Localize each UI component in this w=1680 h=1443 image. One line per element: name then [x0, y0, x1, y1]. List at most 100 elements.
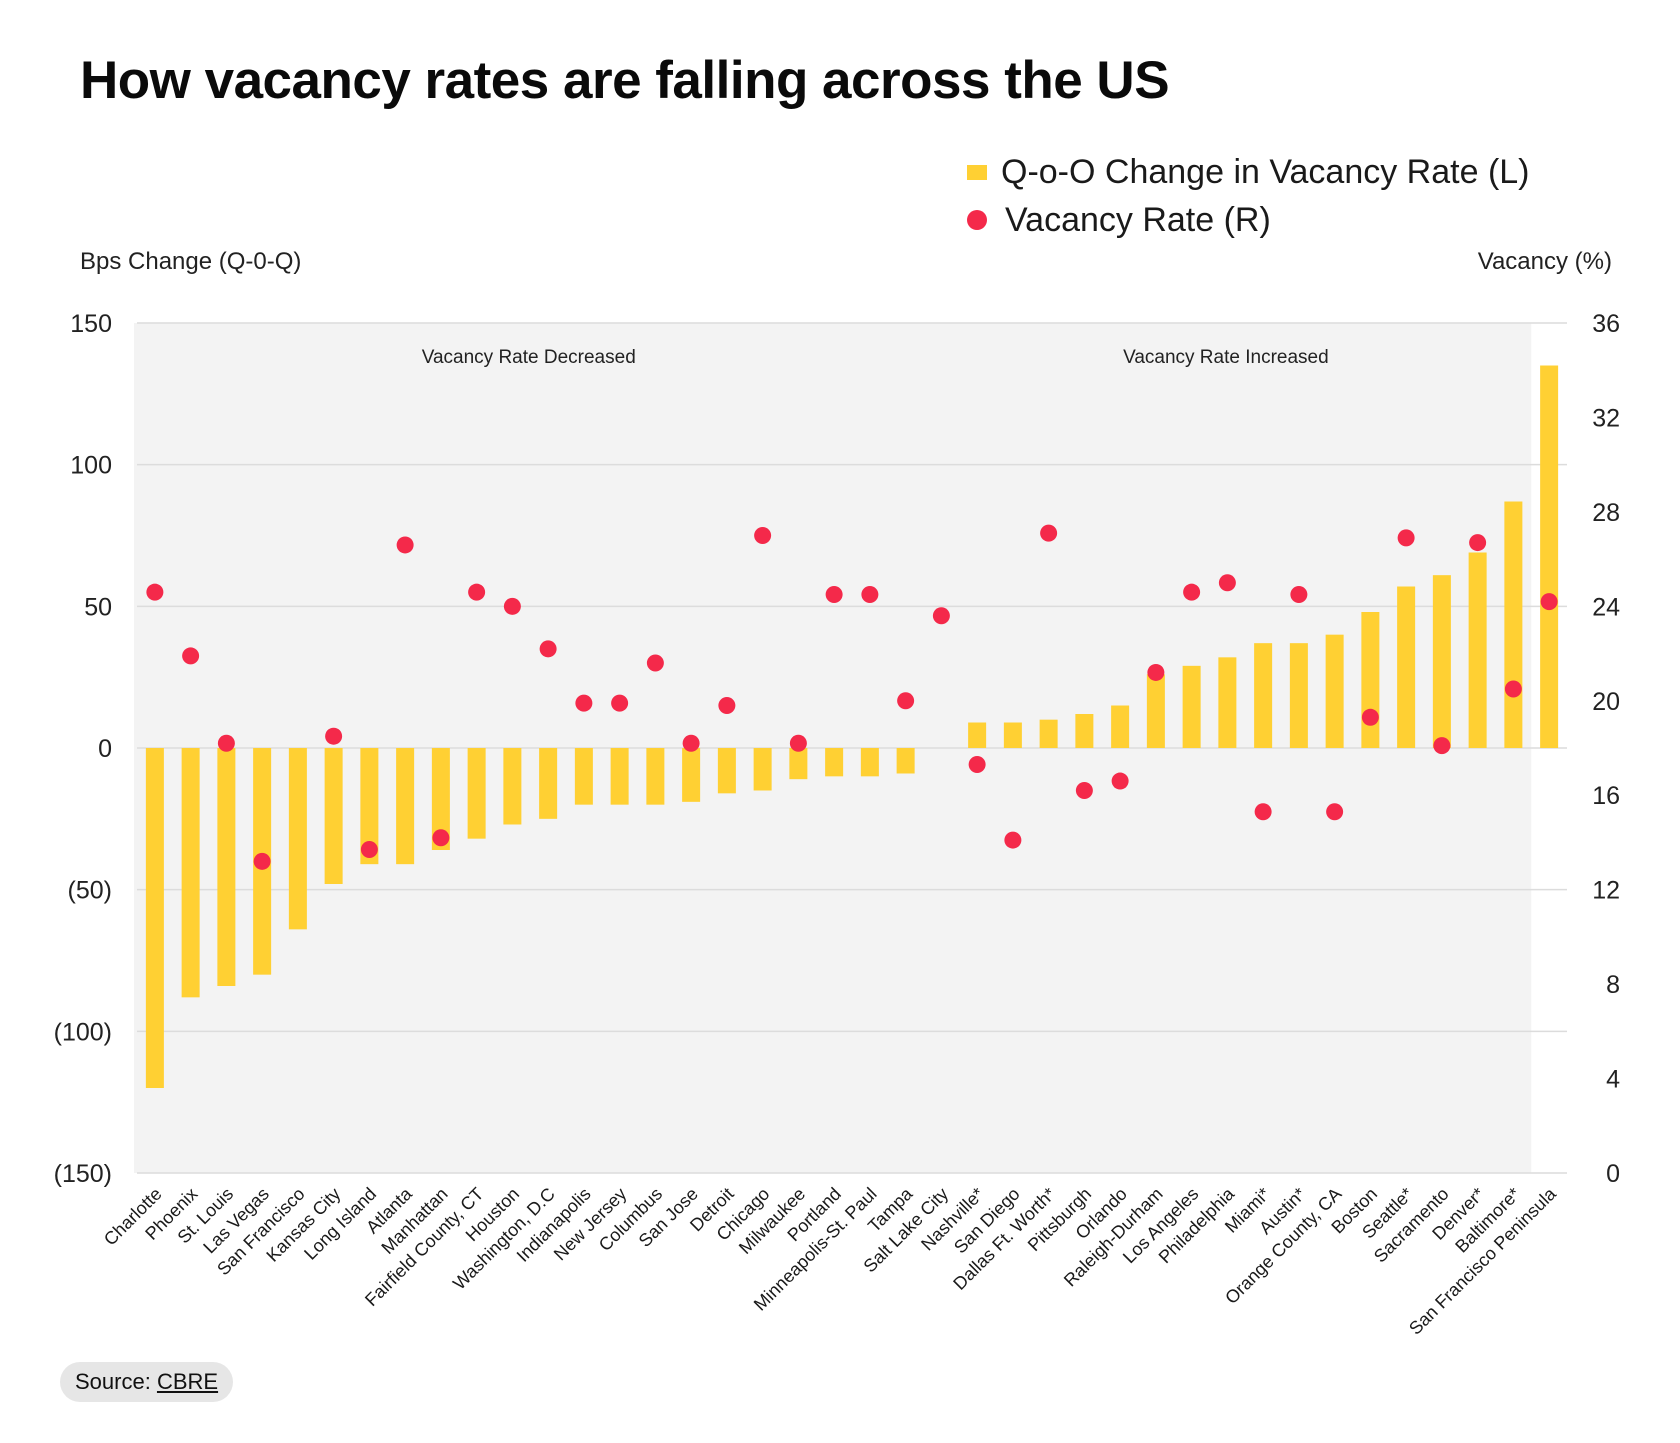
point-38 — [1469, 534, 1487, 552]
left-tick-label: (150) — [54, 1160, 112, 1188]
bar-31 — [1218, 657, 1237, 748]
bar-20 — [825, 748, 844, 777]
right-tick-label: 16 — [1592, 782, 1620, 810]
point-14 — [611, 694, 629, 712]
bar-22 — [896, 748, 915, 774]
point-27 — [1075, 782, 1093, 799]
point-16 — [682, 734, 700, 752]
bar-36 — [1397, 586, 1416, 748]
left-tick-label: 150 — [70, 310, 112, 338]
point-9 — [432, 829, 450, 847]
point-25 — [1004, 831, 1022, 849]
legend-item-bar: Q-o-O Change in Vacancy Rate (L) — [965, 148, 1530, 196]
point-34 — [1326, 803, 1344, 821]
point-39 — [1504, 680, 1522, 698]
point-13 — [575, 694, 593, 712]
point-18 — [754, 527, 772, 544]
point-35 — [1361, 708, 1379, 726]
point-1 — [146, 583, 164, 601]
bar-3 — [217, 748, 236, 986]
source-badge: Source: CBRE — [60, 1362, 234, 1402]
bar-26 — [1039, 719, 1058, 748]
bar-32 — [1254, 643, 1273, 748]
point-10 — [468, 583, 486, 601]
point-8 — [396, 536, 414, 554]
bar-11 — [503, 748, 522, 825]
bar-21 — [860, 748, 879, 777]
bar-40 — [1540, 365, 1559, 748]
bar-16 — [682, 748, 701, 802]
left-tick-label: 100 — [70, 452, 112, 480]
left-tick-label: (50) — [68, 877, 112, 905]
bar-15 — [646, 748, 665, 805]
bar-27 — [1075, 714, 1094, 748]
bar-1 — [145, 748, 164, 1088]
bar-28 — [1111, 705, 1130, 748]
point-17 — [718, 697, 736, 714]
point-2 — [182, 647, 200, 665]
bar-37 — [1432, 575, 1451, 748]
point-21 — [861, 586, 879, 604]
dot-swatch-icon — [967, 210, 987, 230]
point-37 — [1433, 737, 1451, 755]
right-axis-title: Vacancy (%) — [1477, 248, 1612, 275]
bar-19 — [789, 748, 808, 780]
point-28 — [1111, 772, 1129, 790]
point-4 — [253, 852, 271, 870]
bar-swatch-icon — [967, 164, 987, 180]
bar-2 — [181, 748, 200, 998]
right-tick-label: 12 — [1592, 877, 1620, 905]
point-32 — [1254, 803, 1272, 821]
left-tick-label: (100) — [54, 1018, 112, 1046]
point-40 — [1540, 593, 1558, 611]
point-19 — [789, 734, 807, 752]
bar-25 — [1003, 722, 1022, 748]
point-26 — [1040, 524, 1058, 542]
bar-35 — [1361, 612, 1380, 748]
bar-39 — [1504, 501, 1523, 748]
right-tick-label: 36 — [1592, 310, 1620, 338]
right-tick-label: 4 — [1606, 1066, 1620, 1094]
region-label-2: Vacancy Rate Increased — [1123, 347, 1329, 368]
left-tick-label: 50 — [84, 593, 112, 621]
bar-9 — [431, 748, 450, 850]
bar-8 — [396, 748, 415, 865]
bar-17 — [717, 748, 736, 794]
bar-34 — [1325, 634, 1344, 748]
point-22 — [897, 692, 915, 710]
bar-10 — [467, 748, 486, 839]
point-29 — [1147, 663, 1165, 681]
bar-6 — [324, 748, 343, 884]
point-20 — [825, 586, 843, 604]
chart-legend: Q-o-O Change in Vacancy Rate (L) Vacancy… — [965, 148, 1530, 244]
point-36 — [1397, 529, 1415, 547]
bar-33 — [1289, 643, 1308, 748]
point-11 — [503, 597, 521, 615]
point-31 — [1218, 574, 1236, 592]
bar-12 — [539, 748, 558, 819]
point-30 — [1183, 583, 1201, 601]
legend-item-dot: Vacancy Rate (R) — [965, 196, 1530, 244]
right-tick-label: 20 — [1592, 688, 1620, 716]
bar-13 — [574, 748, 593, 805]
right-tick-label: 28 — [1592, 499, 1620, 527]
right-tick-label: 8 — [1606, 971, 1620, 999]
point-23 — [932, 607, 950, 625]
source-label: Source: — [75, 1369, 151, 1394]
point-3 — [217, 734, 235, 752]
bar-7 — [360, 748, 379, 865]
bar-38 — [1468, 552, 1487, 748]
left-tick-label: 0 — [98, 735, 112, 763]
point-24 — [968, 756, 986, 774]
legend-dot-label: Vacancy Rate (R) — [1005, 200, 1271, 239]
source-link[interactable]: CBRE — [156, 1369, 219, 1394]
point-12 — [539, 640, 557, 658]
right-tick-label: 0 — [1606, 1160, 1620, 1188]
point-7 — [360, 841, 378, 859]
bar-29 — [1146, 674, 1165, 748]
point-15 — [646, 654, 664, 672]
bar-14 — [610, 748, 629, 805]
right-tick-label: 24 — [1592, 593, 1620, 621]
bar-24 — [968, 722, 987, 748]
